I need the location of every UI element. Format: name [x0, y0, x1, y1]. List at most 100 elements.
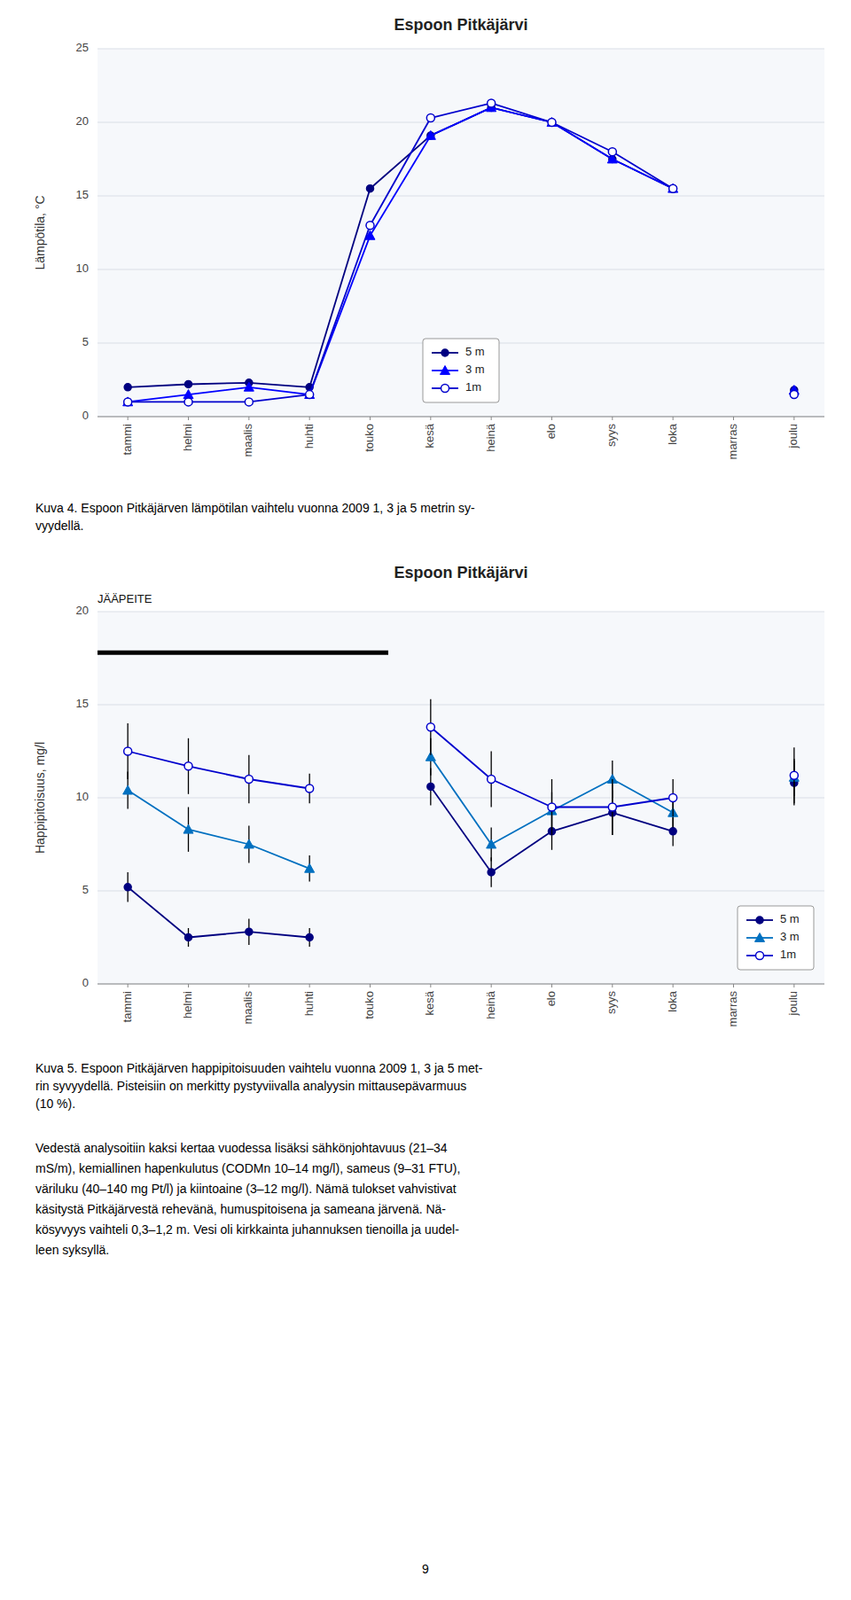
- grid-line: [97, 704, 825, 706]
- x-tick: [248, 983, 250, 988]
- grid-line: [97, 797, 825, 799]
- marker: [183, 824, 194, 834]
- x-tick-label: elo: [544, 423, 558, 439]
- marker: [546, 117, 557, 127]
- caption-line: Kuva 5. Espoon Pitkäjärven happipitoisuu…: [35, 1061, 484, 1076]
- legend-label: 1m: [780, 947, 797, 961]
- x-tick-label: tammi: [120, 423, 134, 456]
- marker: [547, 118, 556, 127]
- series: [124, 99, 799, 406]
- y-tick-label: 5: [82, 882, 89, 897]
- legend-marker: [440, 366, 451, 375]
- y-tick-label: 20: [76, 603, 89, 617]
- x-tick-label: maalis: [241, 423, 255, 458]
- caption-line: (10 %).: [35, 1096, 76, 1111]
- legend-label: 3 m: [780, 929, 800, 944]
- y-tick-label: 15: [76, 696, 89, 711]
- marker: [426, 723, 435, 732]
- series: [123, 738, 800, 883]
- legend-marker: [755, 933, 766, 943]
- legend: 5 m3 m1m: [422, 338, 500, 403]
- legend-label: 1m: [465, 380, 482, 394]
- marker: [305, 934, 313, 942]
- marker: [487, 775, 496, 784]
- marker: [425, 130, 436, 140]
- series-line: [127, 102, 795, 402]
- series-line: [127, 757, 795, 869]
- plot-background: [97, 611, 825, 984]
- marker: [427, 782, 435, 790]
- x-tick: [309, 416, 311, 421]
- marker: [185, 380, 193, 388]
- x-tick: [793, 416, 795, 421]
- caption-line: vyydellä.: [35, 518, 84, 533]
- marker: [124, 747, 133, 756]
- grid-line: [97, 890, 825, 892]
- y-tick-label: 0: [82, 408, 89, 422]
- marker: [243, 839, 254, 849]
- page: Espoon Pitkäjärvi0510152025Lämpötila, °C…: [0, 0, 851, 1600]
- x-tick-label: huhti: [302, 423, 316, 449]
- marker: [183, 390, 194, 399]
- marker: [366, 221, 375, 230]
- marker: [547, 803, 556, 812]
- chart: Espoon Pitkäjärvi05101520Happipitoisuus,…: [32, 563, 825, 1027]
- marker: [487, 868, 495, 876]
- x-axis: [97, 983, 825, 985]
- x-tick: [127, 416, 129, 421]
- caption: Vedestä analysoitiin kaksi kertaa vuodes…: [35, 1140, 461, 1257]
- marker: [548, 118, 556, 126]
- caption-line: leen syksyllä.: [35, 1242, 110, 1257]
- y-tick-label: 20: [76, 114, 89, 128]
- marker: [789, 771, 798, 780]
- legend-box: [737, 905, 814, 970]
- marker: [123, 397, 133, 406]
- legend-label: 5 m: [465, 344, 485, 359]
- x-tick: [672, 416, 674, 421]
- x-tick: [429, 983, 431, 988]
- caption-line: väriluku (40–140 mg Pt/l) ja kiintoaine …: [35, 1181, 457, 1196]
- marker: [426, 114, 435, 123]
- caption: Kuva 5. Espoon Pitkäjärven happipitoisuu…: [35, 1061, 484, 1111]
- marker: [669, 794, 678, 803]
- x-tick: [309, 983, 311, 988]
- x-tick: [369, 416, 371, 421]
- annotation-label: JÄÄPEITE: [97, 592, 153, 606]
- x-tick-label: elo: [544, 991, 558, 1007]
- x-tick-label: heinä: [484, 990, 498, 1020]
- marker: [608, 803, 617, 812]
- x-tick-label: touko: [362, 991, 376, 1020]
- caption-line: Kuva 4. Espoon Pitkäjärven lämpötilan va…: [35, 500, 476, 516]
- x-tick-label: syys: [604, 991, 618, 1015]
- caption-line: kösyvyys vaihteli 0,3–1,2 m. Vesi oli ki…: [35, 1222, 460, 1237]
- x-tick-label: joulu: [786, 991, 800, 1016]
- series: [124, 760, 798, 947]
- legend-box: [422, 338, 500, 403]
- marker: [243, 382, 254, 391]
- y-tick-label: 10: [76, 261, 89, 275]
- x-axis: [97, 416, 825, 418]
- x-tick-label: marras: [726, 423, 740, 461]
- marker: [668, 183, 679, 193]
- grid-line: [97, 416, 825, 418]
- caption: Kuva 4. Espoon Pitkäjärven lämpötilan va…: [35, 500, 476, 533]
- x-tick-label: touko: [362, 423, 376, 453]
- y-axis-label: Happipitoisuus, mg/l: [32, 741, 47, 854]
- marker: [304, 863, 315, 873]
- caption-line: rin syvyydellä. Pisteisiin on merkitty p…: [35, 1078, 467, 1094]
- marker: [245, 928, 253, 936]
- title: Espoon Pitkäjärvi: [393, 563, 528, 582]
- x-tick: [551, 416, 553, 421]
- x-tick-label: heinä: [484, 422, 498, 453]
- grid-line: [97, 195, 825, 197]
- grid-line: [97, 269, 825, 271]
- legend-marker: [441, 349, 449, 357]
- page-number: 9: [421, 1561, 430, 1577]
- marker: [305, 390, 314, 399]
- series-line: [127, 107, 795, 402]
- marker: [124, 383, 132, 391]
- series-line: [127, 726, 795, 807]
- marker: [305, 784, 314, 793]
- y-tick-label: 10: [76, 789, 89, 804]
- ice-cover-bar: [97, 650, 389, 656]
